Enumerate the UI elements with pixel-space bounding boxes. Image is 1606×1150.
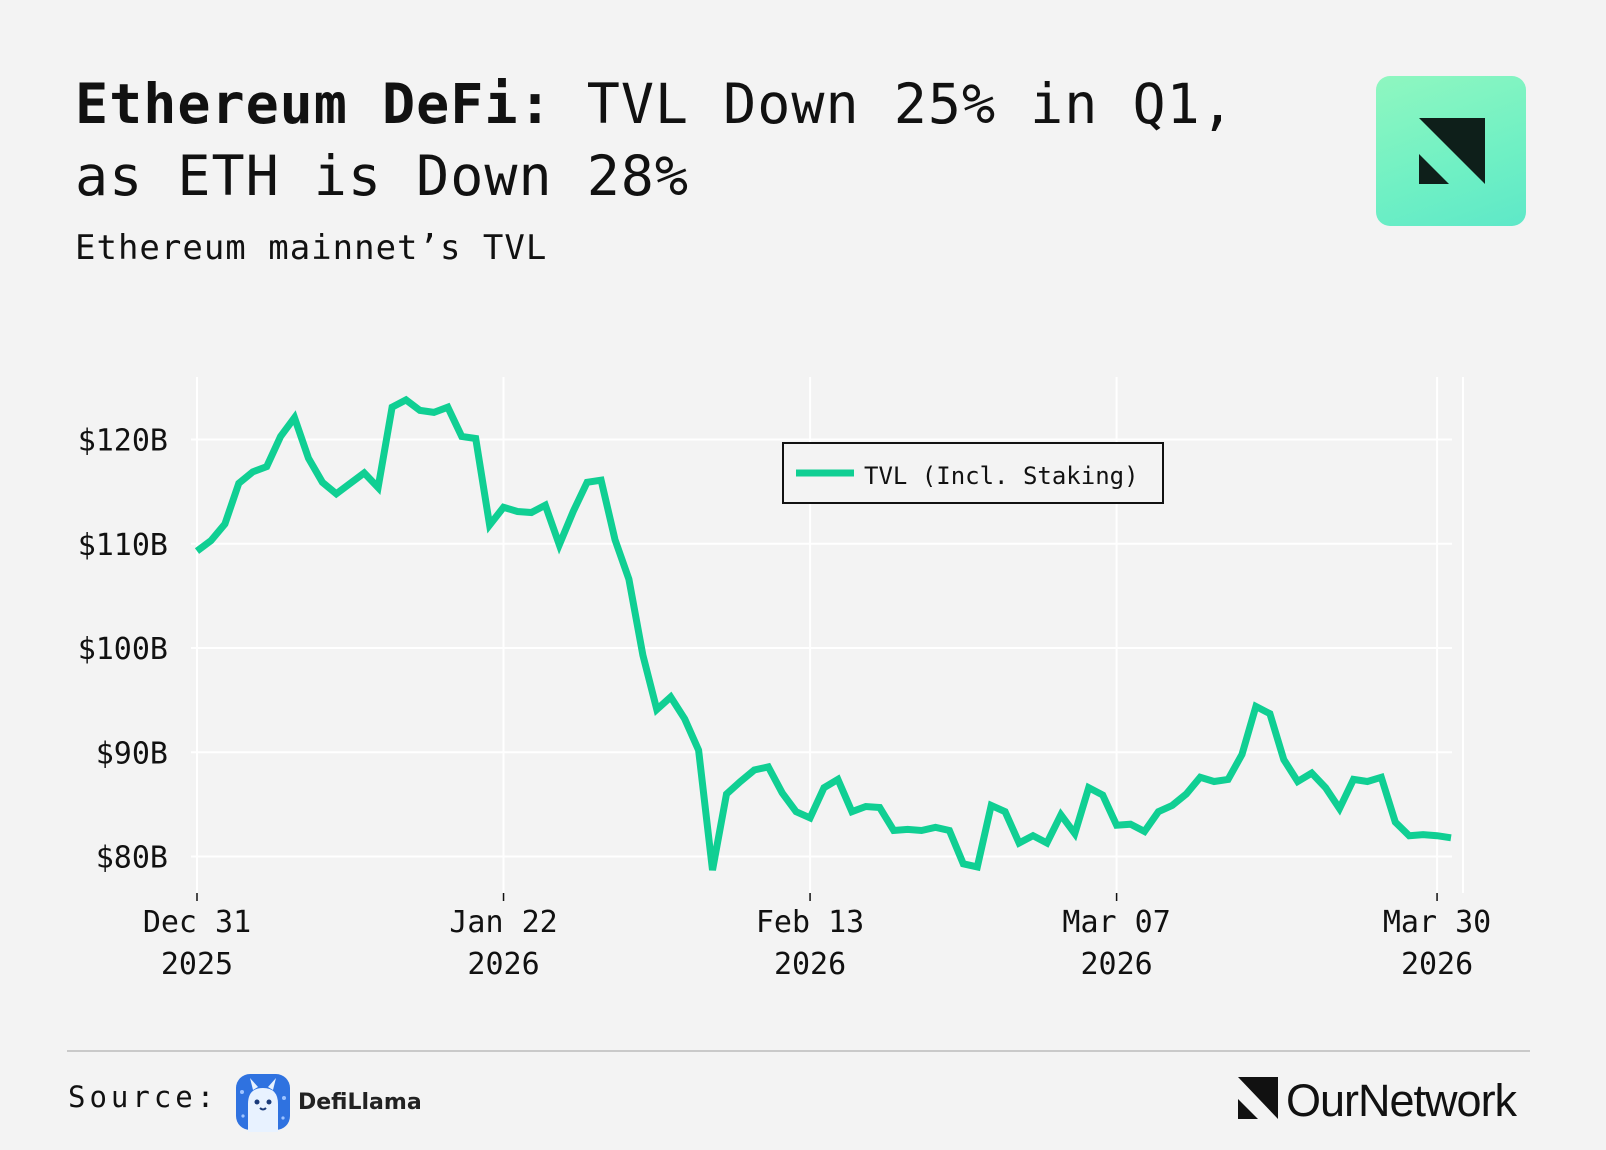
series-line-tvl <box>194 395 1452 872</box>
brand-name: OurNetwork <box>1286 1075 1517 1126</box>
x-tick-label: Mar 07 <box>1062 905 1170 940</box>
x-tick-label: Dec 31 <box>143 905 251 940</box>
source-label: Source: <box>68 1080 219 1114</box>
ournetwork-logo-icon <box>1376 76 1526 226</box>
tvl-line-chart: $80B $90B $100B $110B $120B Dec 31 2025 Jan 22 2… <box>78 377 1492 982</box>
ournetwork-mark-icon <box>1238 1077 1278 1119</box>
legend-box <box>782 442 1164 504</box>
y-tick-label: $100B <box>78 632 168 667</box>
x-tick-label: 2026 <box>774 947 846 982</box>
x-tick-label: 2026 <box>467 947 539 982</box>
title-bold-part: Ethereum DeFi: <box>75 72 553 136</box>
title-rest-part: TVL Down 25% in Q1, as ETH is Down 28% <box>75 72 1235 208</box>
source-name: DefiLlama <box>298 1090 422 1115</box>
y-tick-label: $80B <box>96 841 168 876</box>
defillama-llama-icon <box>236 1074 290 1132</box>
y-tick-label: $90B <box>96 736 168 771</box>
chart-legend: TVL (Incl. Staking) <box>782 442 1164 504</box>
page-subtitle: Ethereum mainnet’s TVL <box>75 228 548 268</box>
x-tick-label: Mar 30 <box>1383 905 1491 940</box>
y-tick-label: $120B <box>78 424 168 459</box>
x-tick-label: 2026 <box>1080 947 1152 982</box>
x-tick-label: Jan 22 <box>449 905 557 940</box>
x-tick-label: 2025 <box>161 947 233 982</box>
legend-label: TVL (Incl. Staking) <box>864 462 1139 490</box>
chart-series <box>194 395 1452 872</box>
x-tick-label: Feb 13 <box>756 905 864 940</box>
footer-divider <box>67 1050 1530 1052</box>
y-tick-label: $110B <box>78 528 168 563</box>
page-title: Ethereum DeFi: TVL Down 25% in Q1, as ET… <box>75 68 1315 212</box>
chart-grid <box>191 377 1464 893</box>
x-tick-label: 2026 <box>1401 947 1473 982</box>
chart-axis-ticks: $80B $90B $100B $110B $120B Dec 31 2025 Jan 22 2… <box>78 424 1492 982</box>
